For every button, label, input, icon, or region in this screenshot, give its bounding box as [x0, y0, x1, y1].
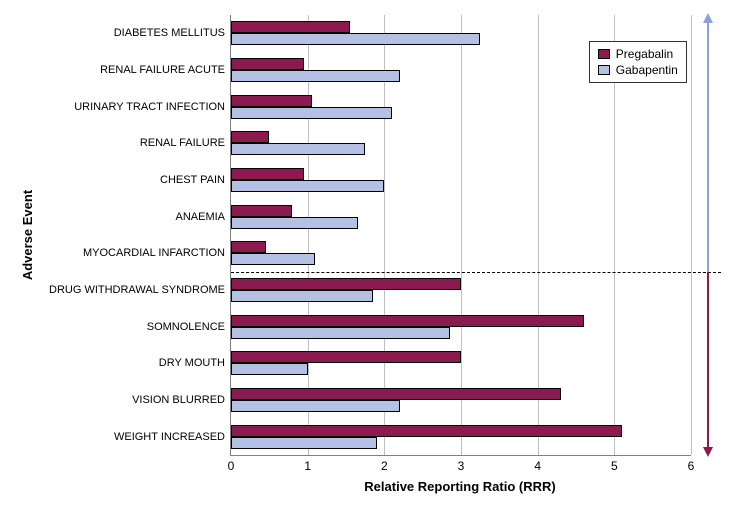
y-tick-label: CHEST PAIN — [160, 174, 231, 186]
upper-arrow-line — [707, 15, 709, 272]
bar — [231, 315, 584, 327]
legend: PregabalinGabapentin — [589, 41, 687, 83]
legend-item: Gabapentin — [598, 62, 678, 78]
x-axis-title: Relative Reporting Ratio (RRR) — [364, 479, 555, 494]
bar — [231, 58, 304, 70]
bar — [231, 143, 365, 155]
x-tick-label: 3 — [458, 455, 465, 473]
bar — [231, 278, 461, 290]
legend-label: Pregabalin — [616, 46, 673, 62]
bar — [231, 363, 308, 375]
y-tick-label: WEIGHT INCREASED — [114, 431, 231, 443]
legend-swatch — [598, 49, 610, 59]
y-tick-label: MYOCARDIAL INFARCTION — [83, 247, 231, 259]
legend-swatch — [598, 65, 610, 75]
y-tick-label: URINARY TRACT INFECTION — [74, 101, 231, 113]
lower-arrow-head — [703, 447, 713, 457]
y-tick-label: ANAEMIA — [175, 211, 231, 223]
legend-item: Pregabalin — [598, 46, 678, 62]
bar — [231, 241, 266, 253]
gridline — [691, 15, 692, 455]
y-tick-label: DRUG WITHDRAWAL SYNDROME — [49, 284, 231, 296]
bar — [231, 33, 480, 45]
bar — [231, 327, 450, 339]
bar — [231, 180, 384, 192]
bar — [231, 290, 373, 302]
x-tick-label: 5 — [611, 455, 618, 473]
bar — [231, 217, 358, 229]
x-tick-label: 6 — [688, 455, 695, 473]
upper-arrow-head — [703, 13, 713, 23]
bar — [231, 95, 312, 107]
bar — [231, 400, 400, 412]
bar — [231, 70, 400, 82]
bar — [231, 425, 622, 437]
chart-container: 0 1 2 3 4 5 6 DIABETES MELLITUS RENAL FAILURE AC… — [0, 0, 747, 505]
y-tick-label: VISION BLURRED — [132, 394, 231, 406]
legend-label: Gabapentin — [616, 62, 678, 78]
bar — [231, 205, 292, 217]
section-divider — [231, 272, 721, 273]
bar — [231, 437, 377, 449]
bar — [231, 21, 350, 33]
y-tick-label: SOMNOLENCE — [147, 321, 231, 333]
y-axis-title: Adverse Event — [20, 190, 35, 280]
bar — [231, 168, 304, 180]
x-tick-label: 1 — [304, 455, 311, 473]
y-tick-label: DRY MOUTH — [159, 357, 231, 369]
bar — [231, 388, 561, 400]
x-tick-label: 2 — [381, 455, 388, 473]
lower-arrow-line — [707, 272, 709, 455]
bar — [231, 351, 461, 363]
y-tick-label: RENAL FAILURE ACUTE — [100, 64, 231, 76]
x-tick-label: 4 — [534, 455, 541, 473]
x-tick-label: 0 — [228, 455, 235, 473]
y-tick-label: RENAL FAILURE — [140, 137, 231, 149]
y-tick-label: DIABETES MELLITUS — [114, 27, 231, 39]
bar — [231, 131, 269, 143]
bar — [231, 107, 392, 119]
bar — [231, 253, 315, 265]
